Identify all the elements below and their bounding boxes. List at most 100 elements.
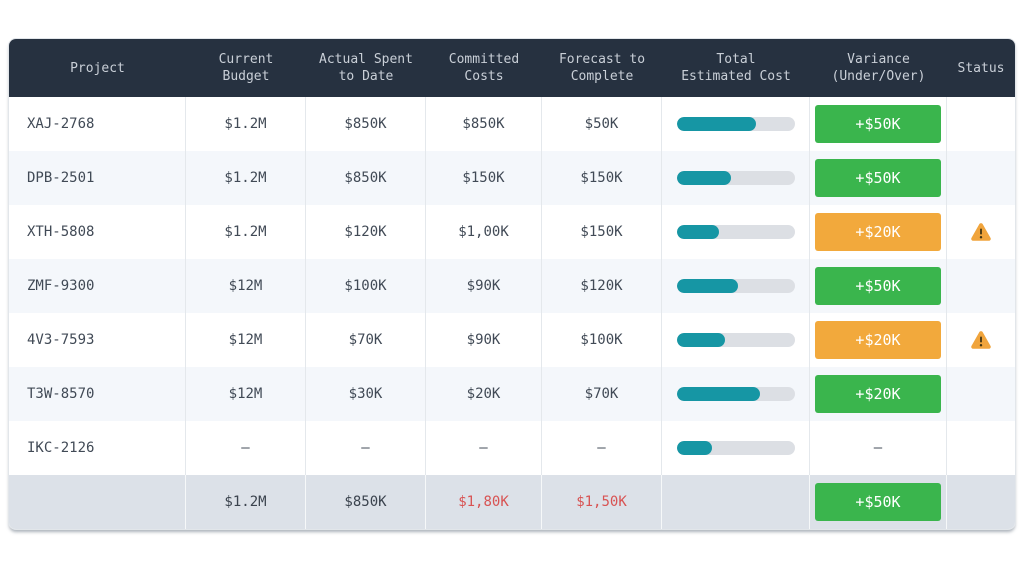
variance-badge: +$20K	[815, 321, 941, 359]
project-id: ZMF-9300	[27, 278, 95, 294]
project-id: DPB-2501	[27, 170, 95, 186]
actual-spent-cell: $850K	[306, 97, 426, 151]
column-header-variance: Variance (Under/Over)	[831, 52, 926, 84]
variance-badge: –	[873, 440, 883, 456]
total-estimated-cell	[662, 367, 810, 421]
warning-triangle-icon	[971, 331, 991, 349]
forecast-cell: $150K	[542, 151, 662, 205]
table-row: T3W-8570 $12M $30K $20K $70K +$20K	[9, 367, 1015, 421]
project-id: T3W-8570	[27, 386, 95, 402]
progress-bar	[676, 333, 795, 347]
footer-current-budget-cell: $1.2M	[186, 475, 306, 529]
variance-cell: +$20K	[810, 313, 947, 367]
variance-cell: –	[810, 421, 947, 475]
project-id-cell: IKC-2126	[9, 421, 186, 475]
project-id: 4V3-7593	[27, 332, 95, 348]
footer-committed-costs-cell: $1,80K	[426, 475, 542, 529]
status-cell	[947, 97, 1015, 151]
total-estimated-cell	[662, 421, 810, 475]
committed-costs-cell: $850K	[426, 97, 542, 151]
table-row: DPB-2501 $1.2M $850K $150K $150K +$50K	[9, 151, 1015, 205]
actual-spent-cell: –	[306, 421, 426, 475]
committed-costs-cell: $150K	[426, 151, 542, 205]
project-id-cell: XTH-5808	[9, 205, 186, 259]
current-budget-cell: $12M	[186, 313, 306, 367]
committed-costs-cell: $1,00K	[426, 205, 542, 259]
footer-variance-cell: +$50K	[810, 475, 947, 529]
committed-costs-cell: $90K	[426, 313, 542, 367]
warning-triangle-icon	[971, 223, 991, 241]
forecast-cell: $50K	[542, 97, 662, 151]
forecast-cell: $100K	[542, 313, 662, 367]
table-row: XTH-5808 $1.2M $120K $1,00K $150K +$20K	[9, 205, 1015, 259]
progress-fill	[676, 387, 761, 401]
column-header-current-budget: Current Budget	[218, 52, 274, 84]
progress-bar	[676, 225, 795, 239]
progress-bar	[676, 279, 795, 293]
progress-fill	[676, 225, 719, 239]
project-id-cell: XAJ-2768	[9, 97, 186, 151]
footer-status-cell	[947, 475, 1015, 529]
column-header-committed-costs: Committed Costs	[448, 52, 520, 84]
table-row: XAJ-2768 $1.2M $850K $850K $50K +$50K	[9, 97, 1015, 151]
variance-cell: +$20K	[810, 205, 947, 259]
progress-fill	[676, 333, 725, 347]
status-cell	[947, 421, 1015, 475]
project-id: IKC-2126	[27, 440, 95, 456]
actual-spent-cell: $30K	[306, 367, 426, 421]
current-budget-cell: $1.2M	[186, 97, 306, 151]
table-row: IKC-2126 – – – – –	[9, 421, 1015, 475]
actual-spent-cell: $70K	[306, 313, 426, 367]
actual-spent-cell: $100K	[306, 259, 426, 313]
status-cell	[947, 313, 1015, 367]
forecast-cell: –	[542, 421, 662, 475]
variance-cell: +$50K	[810, 259, 947, 313]
total-estimated-cell	[662, 259, 810, 313]
footer-variance-badge: +$50K	[815, 483, 941, 521]
progress-fill	[676, 441, 712, 455]
footer-forecast-cell: $1,50K	[542, 475, 662, 529]
current-budget-cell: $1.2M	[186, 151, 306, 205]
table-body: XAJ-2768 $1.2M $850K $850K $50K +$50K DP…	[9, 97, 1015, 475]
committed-costs-cell: –	[426, 421, 542, 475]
progress-bar	[676, 387, 795, 401]
variance-badge: +$50K	[815, 159, 941, 197]
project-id: XTH-5808	[27, 224, 95, 240]
current-budget-cell: –	[186, 421, 306, 475]
variance-badge: +$50K	[815, 267, 941, 305]
status-cell	[947, 259, 1015, 313]
progress-bar	[676, 441, 795, 455]
table-header-row: Project Current Budget Actual Spent to D…	[9, 39, 1015, 97]
variance-badge: +$20K	[815, 213, 941, 251]
forecast-cell: $120K	[542, 259, 662, 313]
status-cell	[947, 151, 1015, 205]
variance-cell: +$50K	[810, 151, 947, 205]
progress-fill	[676, 171, 731, 185]
variance-cell: +$50K	[810, 97, 947, 151]
table-footer-row: $1.2M $850K $1,80K $1,50K +$50K	[9, 475, 1015, 529]
total-estimated-cell	[662, 97, 810, 151]
actual-spent-cell: $120K	[306, 205, 426, 259]
column-header-forecast: Forecast to Complete	[558, 52, 646, 84]
column-header-project: Project	[70, 60, 125, 76]
project-id-cell: 4V3-7593	[9, 313, 186, 367]
project-id-cell: T3W-8570	[9, 367, 186, 421]
table-row: ZMF-9300 $12M $100K $90K $120K +$50K	[9, 259, 1015, 313]
footer-actual-spent-cell: $850K	[306, 475, 426, 529]
forecast-cell: $70K	[542, 367, 662, 421]
current-budget-cell: $1.2M	[186, 205, 306, 259]
committed-costs-cell: $90K	[426, 259, 542, 313]
project-budget-table: Project Current Budget Actual Spent to D…	[8, 38, 1016, 530]
progress-fill	[676, 279, 738, 293]
table-row: 4V3-7593 $12M $70K $90K $100K +$20K	[9, 313, 1015, 367]
total-estimated-cell	[662, 313, 810, 367]
footer-total-estimated-cell	[662, 475, 810, 529]
current-budget-cell: $12M	[186, 259, 306, 313]
actual-spent-cell: $850K	[306, 151, 426, 205]
progress-bar	[676, 117, 795, 131]
total-estimated-cell	[662, 151, 810, 205]
variance-cell: +$20K	[810, 367, 947, 421]
variance-badge: +$20K	[815, 375, 941, 413]
status-cell	[947, 205, 1015, 259]
forecast-cell: $150K	[542, 205, 662, 259]
